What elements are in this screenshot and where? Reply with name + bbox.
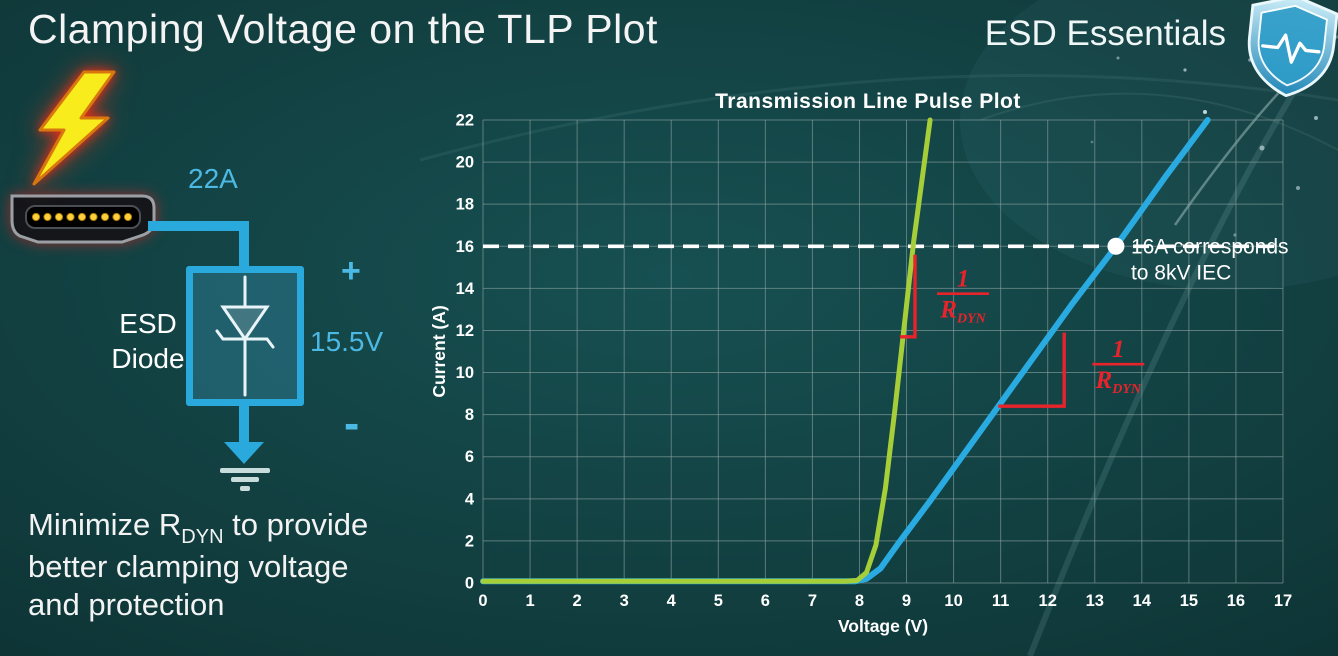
caption-line3: and protection: [28, 587, 225, 622]
x-tick-label: 6: [761, 592, 770, 610]
x-tick-label: 5: [714, 592, 723, 610]
ground-symbol: [220, 468, 270, 473]
y-tick-label: 4: [465, 490, 475, 508]
x-tick-label: 1: [525, 592, 534, 610]
rdyn-fraction-numerator: 1: [957, 266, 970, 293]
shield-pulse-logo-icon: [1247, 0, 1338, 98]
y-tick-label: 2: [465, 532, 474, 550]
rdyn-slope-mark: [899, 254, 917, 339]
ground-symbol: [240, 486, 250, 491]
caption-line1-pre: Minimize R: [28, 507, 182, 542]
x-tick-label: 16: [1227, 592, 1245, 610]
hdmi-connector-icon: [10, 194, 156, 244]
ground-symbol: [231, 477, 259, 482]
ground-arrow-shaft: [239, 404, 249, 444]
clamping-voltage-label: 15.5V: [310, 326, 384, 357]
surge-current-label: 22A: [188, 163, 238, 194]
esd-strike-lightning-icon: [32, 70, 116, 186]
y-tick-label: 6: [465, 448, 474, 466]
x-tick-label: 3: [620, 592, 629, 610]
x-tick-label: 0: [478, 592, 487, 610]
brand-text: ESD Essentials: [984, 14, 1226, 53]
x-tick-label: 4: [667, 592, 677, 610]
x-tick-label: 2: [573, 592, 582, 610]
component-label-line1: ESD: [119, 308, 177, 339]
x-tick-label: 11: [992, 592, 1009, 610]
x-tick-label: 10: [944, 592, 962, 610]
x-tick-label: 9: [902, 592, 911, 610]
y-tick-label: 22: [456, 112, 474, 130]
tick-labels: 0 1 2 3 4 5 6 7 8 9 10 11 12 13 14 15 16 1702468101214161…: [456, 112, 1293, 611]
tvs-diode-symbol-icon: [215, 275, 275, 397]
polarity-minus-label: -: [344, 397, 360, 449]
wire-vertical: [239, 221, 249, 269]
slide-title: Clamping Voltage on the TLP Plot: [28, 6, 658, 52]
caption-text: Minimize RDYN to provide better clamping…: [28, 506, 368, 624]
y-tick-label: 0: [465, 575, 474, 593]
component-label-line2: Diode: [111, 343, 185, 374]
iec-marker-label-line1: 16A corresponds: [1131, 235, 1289, 258]
y-tick-label: 10: [456, 364, 474, 382]
rdyn-fraction-numerator: 1: [1112, 336, 1125, 363]
wire-horizontal: [148, 221, 248, 231]
y-tick-label: 14: [456, 280, 475, 298]
caption-line2: better clamping voltage: [28, 549, 349, 584]
x-tick-label: 8: [855, 592, 864, 610]
esd-diode-box: [186, 266, 304, 406]
polarity-plus-label: +: [341, 252, 361, 290]
x-tick-label: 12: [1039, 592, 1057, 610]
component-label: ESD Diode: [92, 306, 204, 376]
rdyn-slope-mark: [998, 332, 1066, 408]
x-tick-label: 7: [808, 592, 817, 610]
caption-line1-sub: DYN: [181, 526, 224, 548]
x-tick-label: 14: [1133, 592, 1152, 610]
y-tick-label: 8: [465, 406, 474, 424]
rdyn-fraction-denominator: RDYN: [939, 297, 986, 327]
y-tick-label: 16: [456, 238, 474, 256]
rdyn-fraction-denominator: RDYN: [1095, 367, 1142, 397]
tlp-chart: 0 1 2 3 4 5 6 7 8 9 10 11 12 13 14 15 16 1702468101214161…: [429, 90, 1293, 636]
iec-marker-label-line2: to 8kV IEC: [1131, 261, 1231, 284]
x-tick-label: 15: [1180, 592, 1198, 610]
caption-line1: Minimize RDYN to provide: [28, 506, 368, 548]
chart-title: Transmission Line Pulse Plot: [715, 90, 1021, 113]
brand: ESD Essentials: [985, 14, 1226, 54]
iec-marker-dot: [1107, 237, 1125, 255]
x-tick-label: 17: [1274, 592, 1292, 610]
y-tick-label: 20: [456, 154, 474, 172]
y-tick-label: 12: [456, 322, 474, 340]
y-axis-title: Current (A): [429, 305, 449, 397]
series-high-rdyn-esd-diode: [480, 117, 1211, 585]
ground-arrow-head: [224, 442, 264, 464]
x-tick-label: 13: [1086, 592, 1104, 610]
x-axis-title: Voltage (V): [838, 616, 928, 636]
grid: [482, 119, 1284, 584]
series-low-rdyn-esd-diode: [480, 117, 933, 584]
caption-line1-post: to provide: [223, 507, 369, 542]
y-tick-label: 18: [456, 196, 474, 214]
chart-area: 0 1 2 3 4 5 6 7 8 9 10 11 12 13 14 15 16 17 0 2 4 6 8 10 12 14 16 1…: [428, 86, 1338, 656]
